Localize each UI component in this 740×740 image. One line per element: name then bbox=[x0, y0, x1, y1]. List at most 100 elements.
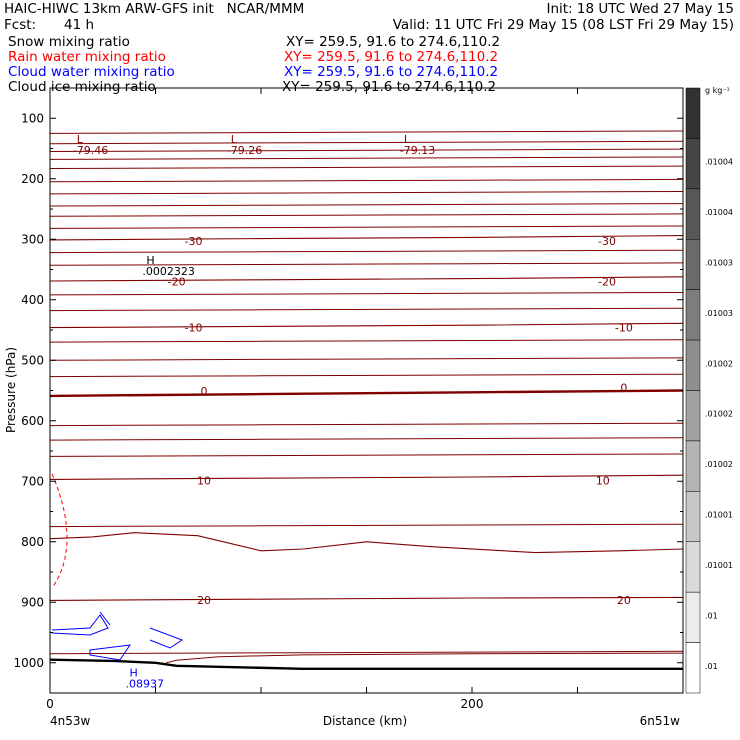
isotherm-line bbox=[49, 357, 684, 361]
isotherm-label: -30 bbox=[184, 235, 202, 248]
extremum-value: .0002323 bbox=[142, 265, 195, 278]
isotherm-label: -20 bbox=[168, 276, 186, 289]
isotherm-label: 0 bbox=[201, 385, 208, 398]
isotherm-label: -30 bbox=[598, 235, 616, 248]
colorbar-label: .01 bbox=[705, 662, 718, 671]
colorbar-label: .01 bbox=[705, 611, 718, 620]
isotherm-line bbox=[49, 249, 684, 254]
extremum-letter: L bbox=[231, 133, 238, 146]
x-tick-label: 200 bbox=[461, 697, 484, 711]
colorbar-unit: g kg⁻¹ bbox=[705, 86, 730, 95]
rain-contour bbox=[51, 473, 68, 589]
isotherm-line bbox=[49, 422, 684, 427]
header-fcst-value: 41 h bbox=[64, 17, 95, 33]
colorbar-segment bbox=[685, 87, 701, 139]
isotherm--10 bbox=[49, 322, 684, 329]
legend-snow-xy: XY= 259.5, 91.6 to 274.6,110.2 bbox=[286, 34, 501, 50]
y-tick-label: 600 bbox=[21, 414, 44, 428]
cloud-water-contour bbox=[51, 614, 109, 636]
isotherm-line bbox=[49, 292, 684, 296]
isotherm-line bbox=[49, 532, 684, 554]
isotherm-line bbox=[49, 203, 684, 207]
isotherm-group bbox=[49, 130, 684, 664]
y-tick-label: 100 bbox=[21, 111, 44, 125]
isotherm-line bbox=[49, 191, 684, 195]
isotherm-label: -10 bbox=[615, 322, 633, 335]
colorbar-label: .01003 bbox=[705, 309, 733, 318]
colorbar-segment bbox=[685, 591, 701, 643]
isotherm-line bbox=[49, 213, 684, 217]
isotherm-label: -10 bbox=[184, 322, 202, 335]
isotherm-line bbox=[49, 165, 684, 169]
isotherm-line bbox=[49, 453, 684, 457]
x-tick-label: 0 bbox=[46, 697, 54, 711]
isotherm-line bbox=[49, 523, 684, 528]
isotherm--30 bbox=[49, 235, 684, 241]
y-tick-label: 400 bbox=[21, 293, 44, 307]
isotherm-10 bbox=[49, 474, 684, 480]
y-tick-label: 300 bbox=[21, 232, 44, 246]
extremum-value: -79.26 bbox=[227, 144, 262, 157]
colorbar-segment bbox=[685, 440, 701, 492]
colorbar: .01004 .01004 .01003 .01003 .01002 .01002 .010… bbox=[685, 87, 733, 694]
header-fcst-label: Fcst: bbox=[4, 17, 37, 33]
extremum-value: -79.46 bbox=[73, 144, 108, 157]
isotherm-line bbox=[165, 652, 684, 664]
y-tick-label: 200 bbox=[21, 172, 44, 186]
isotherm-label: 0 bbox=[620, 381, 627, 394]
colorbar-label: .01004 bbox=[705, 158, 733, 167]
extremum-value: .08937 bbox=[126, 678, 164, 691]
isotherm-label: 10 bbox=[596, 475, 610, 488]
y-axis-label: Pressure (hPa) bbox=[4, 347, 18, 433]
y-tick-label: 900 bbox=[21, 595, 44, 609]
isotherm-20 bbox=[49, 596, 684, 601]
colorbar-label: .01002 bbox=[705, 359, 733, 368]
isotherm-line bbox=[49, 225, 684, 229]
isotherm-line bbox=[49, 156, 684, 160]
y-tick-label: 500 bbox=[21, 353, 44, 367]
isotherm-label: 10 bbox=[197, 475, 211, 488]
surface-line bbox=[49, 658, 683, 670]
y-tick-label: 700 bbox=[21, 474, 44, 488]
extremum-letter: L bbox=[77, 133, 84, 146]
isotherm-line bbox=[49, 140, 684, 145]
corner-label-left: 4n53w bbox=[50, 714, 91, 728]
colorbar-label: .01001 bbox=[705, 561, 733, 570]
mixing-ratio-contours bbox=[49, 473, 683, 670]
colorbar-segment bbox=[685, 491, 701, 543]
isotherm-line bbox=[49, 373, 684, 378]
colorbar-segment bbox=[685, 138, 701, 190]
colorbar-segment bbox=[685, 390, 701, 442]
cloud-water-contour bbox=[149, 627, 184, 649]
colorbar-segment bbox=[685, 239, 701, 290]
colorbar-label: .01002 bbox=[705, 460, 733, 469]
isotherm-label: 20 bbox=[617, 594, 631, 607]
colorbar-label: .01004 bbox=[705, 208, 733, 217]
header-valid: Valid: 11 UTC Fri 29 May 15 (08 LST Fri … bbox=[392, 17, 734, 33]
legend-rain-name: Rain water mixing ratio bbox=[8, 49, 166, 65]
isotherm-line bbox=[49, 339, 684, 343]
legend-snow-name: Snow mixing ratio bbox=[8, 34, 130, 50]
colorbar-segment bbox=[685, 289, 701, 341]
colorbar-label: .01003 bbox=[705, 258, 733, 267]
isotherm-label: 20 bbox=[197, 594, 211, 607]
isotherm-line bbox=[49, 178, 684, 183]
colorbar-segment bbox=[685, 188, 701, 240]
legend-cloudwater-xy: XY= 259.5, 91.6 to 274.6,110.2 bbox=[284, 64, 499, 80]
cloud-water-contour bbox=[89, 644, 132, 661]
extremum-letter: H bbox=[130, 667, 138, 680]
legend-cloudwater-name: Cloud water mixing ratio bbox=[8, 64, 175, 80]
isotherm-line bbox=[49, 262, 684, 266]
isotherm--20 bbox=[49, 276, 684, 282]
legend-cloudice-xy: XY= 259.5, 91.6 to 274.6,110.2 bbox=[282, 79, 497, 95]
y-tick-label: 800 bbox=[21, 535, 44, 549]
isotherm-line bbox=[49, 437, 684, 441]
isotherm-line bbox=[49, 307, 684, 312]
isotherm-line bbox=[49, 130, 684, 134]
extremum-letter: L bbox=[404, 133, 411, 146]
colorbar-label: .01002 bbox=[705, 410, 733, 419]
header-init: Init: 18 UTC Wed 27 May 15 bbox=[546, 1, 734, 17]
colorbar-label: .01001 bbox=[705, 511, 733, 520]
